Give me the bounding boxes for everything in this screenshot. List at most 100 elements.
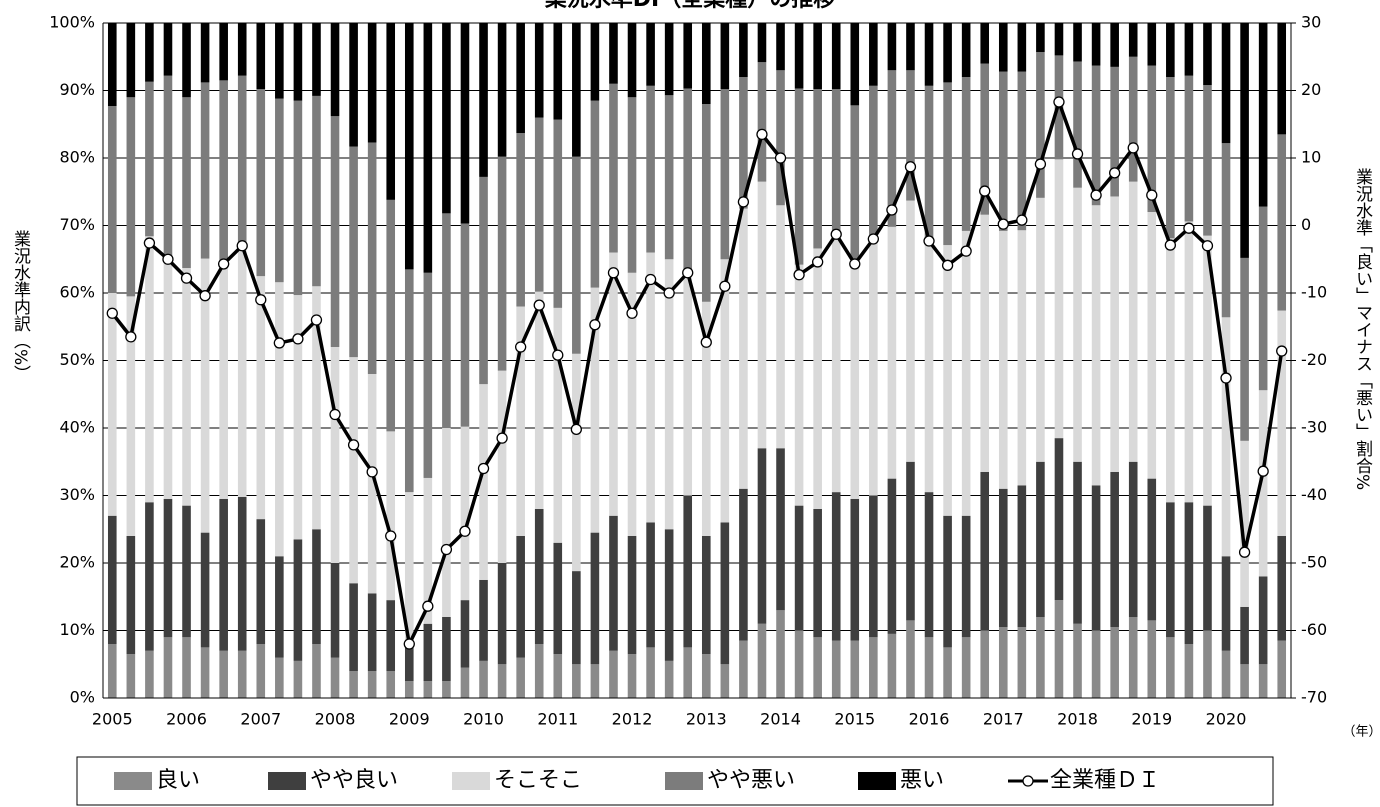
- bar-segment: [460, 426, 470, 601]
- legend-label: 良い: [156, 768, 200, 793]
- bar-segment: [1036, 617, 1045, 698]
- bar-segment: [794, 23, 804, 89]
- bar-segment: [794, 264, 804, 506]
- y-tick-label: 50%: [59, 350, 95, 369]
- bar-segment: [794, 505, 804, 631]
- line-marker: [1109, 167, 1121, 179]
- bar-segment: [1054, 23, 1064, 56]
- line-marker: [960, 245, 972, 257]
- bar-segment: [256, 23, 266, 90]
- bar-segment: [739, 77, 748, 209]
- bar-segment: [256, 644, 266, 698]
- y2-axis-label: 業況水準「良い」マイナス「悪い」割合%: [1352, 168, 1373, 490]
- bar-segment: [1277, 134, 1287, 311]
- bar-segment: [1147, 65, 1157, 213]
- bar-segment: [850, 260, 860, 499]
- bar-segment: [275, 98, 284, 283]
- line-marker: [700, 336, 712, 348]
- line-marker: [793, 269, 805, 281]
- bar-segment: [1110, 471, 1119, 628]
- bar-segment: [1166, 502, 1175, 638]
- bar-segment: [850, 23, 860, 106]
- line-marker: [1183, 222, 1195, 234]
- bar-segment: [219, 80, 228, 261]
- bar-segment: [924, 492, 934, 638]
- bar-segment: [1184, 644, 1194, 698]
- line-marker: [682, 267, 694, 279]
- bar-segment: [182, 505, 191, 638]
- x-tick-label: 2016: [909, 710, 950, 729]
- bar-segment: [460, 600, 470, 668]
- legend-swatch: [665, 772, 703, 790]
- bar-segment: [757, 623, 767, 698]
- bar-segment: [516, 536, 525, 658]
- bar-segment: [572, 23, 581, 157]
- bar-segment: [534, 644, 544, 698]
- bar-segment: [683, 272, 693, 496]
- line-marker: [737, 196, 750, 208]
- bar-segment: [980, 23, 990, 64]
- bar-segment: [1017, 23, 1027, 72]
- bar-segment: [460, 223, 470, 427]
- bar-segment: [423, 477, 433, 624]
- bar-segment: [572, 156, 581, 354]
- bar-segment: [609, 515, 618, 651]
- bar-segment: [1221, 23, 1231, 144]
- bar-segment: [423, 623, 433, 682]
- line-marker: [644, 273, 657, 286]
- bar-segment: [423, 23, 433, 273]
- bar-segment: [145, 502, 154, 651]
- bar-segment: [1203, 85, 1212, 236]
- bar-segment: [163, 255, 173, 499]
- bar-segment: [980, 63, 990, 215]
- bar-segment: [906, 23, 915, 71]
- bar-segment: [534, 291, 544, 509]
- bar-segment: [887, 226, 897, 479]
- bar-segment: [720, 23, 730, 90]
- bar-segment: [701, 104, 711, 302]
- bar-segment: [182, 23, 191, 98]
- bar-segment: [776, 23, 785, 71]
- legend-label: 悪い: [900, 768, 944, 793]
- line-marker: [997, 218, 1009, 230]
- bar-segment: [107, 23, 117, 107]
- bar-segment: [1258, 206, 1268, 391]
- legend-swatch: [114, 772, 152, 790]
- bar-segment: [1277, 310, 1287, 536]
- bar-segment: [683, 23, 693, 89]
- bar-segment: [107, 515, 117, 644]
- y2-tick-label: -40: [1301, 485, 1327, 504]
- bar-segment: [330, 23, 340, 117]
- bar-segment: [701, 23, 711, 104]
- bar-segment: [1054, 600, 1064, 698]
- line-marker: [310, 314, 323, 326]
- line-marker: [533, 299, 545, 311]
- bar-segment: [701, 654, 711, 698]
- bar-segment: [1240, 664, 1249, 698]
- bar-segment: [182, 268, 191, 506]
- legend-label: 全業種ＤＩ: [1050, 768, 1160, 793]
- line-marker: [218, 258, 230, 270]
- y-axis-label: 業況水準内訳（%）: [10, 230, 31, 382]
- bar-segment: [516, 133, 525, 307]
- bar-segment: [998, 488, 1008, 628]
- bar-segment: [1128, 23, 1138, 57]
- bar-segment: [423, 681, 433, 698]
- bar-segment: [442, 428, 451, 617]
- bar-segment: [776, 610, 785, 698]
- bar-segment: [1203, 630, 1212, 698]
- bar-segment: [627, 272, 637, 536]
- bar-segment: [516, 657, 525, 698]
- bar-segment: [757, 23, 767, 63]
- bar-segment: [1091, 23, 1101, 66]
- bar-segment: [200, 258, 210, 533]
- line-marker: [255, 294, 267, 306]
- bar-segment: [609, 252, 618, 516]
- line-marker: [440, 543, 453, 556]
- x-tick-label: 2019: [1131, 710, 1172, 729]
- bar-segment: [312, 529, 321, 644]
- x-tick-label: 2014: [760, 710, 801, 729]
- bar-segment: [869, 495, 878, 638]
- bar-segment: [720, 522, 730, 665]
- line-marker: [1164, 239, 1176, 251]
